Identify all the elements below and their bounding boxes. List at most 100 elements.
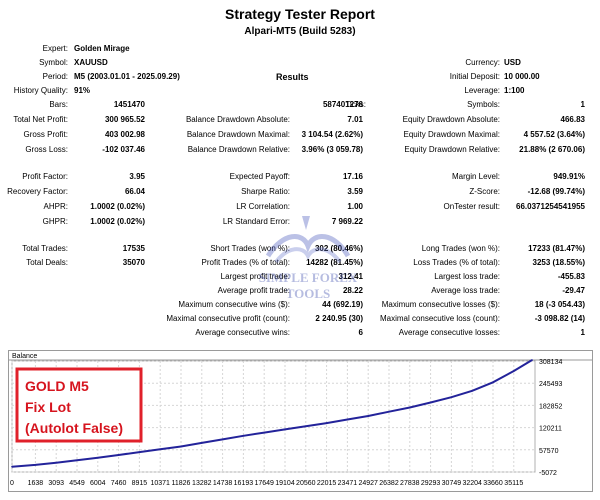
stat-label: OnTester result: [443,202,500,211]
stat-label: Loss Trades (% of total): [413,258,500,267]
balance-point [159,448,161,451]
x-tick-label: 16193 [234,480,254,487]
stat-value: 4 557.52 (3.64%) [523,130,585,139]
balance-point [55,461,57,464]
currency-label: Currency: [465,58,500,67]
x-tick-label: 32204 [462,480,482,487]
annotation-box [15,367,143,443]
annotation-line: (Autolot False) [25,420,123,436]
x-tick-label: 22015 [317,480,337,487]
balance-point [263,431,265,434]
leverage-label: Leverage: [464,86,500,95]
x-tick-label: 35115 [504,480,523,487]
stat-value: 35070 [122,258,145,267]
stat-value: 17.16 [342,172,363,181]
x-tick-label: 29293 [421,480,441,487]
stat-label: Average profit trade: [217,286,290,295]
balance-point [471,390,473,392]
stat-label: Equity Drawdown Relative: [404,145,500,154]
stat-value: -29.47 [562,286,585,295]
stat-label: Largest loss trade: [434,272,500,281]
stat-value: 28.22 [342,286,363,295]
balance-point [304,425,307,428]
x-tick-label: 3093 [48,480,64,487]
stat-label: Average loss trade: [431,286,500,295]
stat-label: Balance Drawdown Maximal: [186,130,290,139]
stat-value: 17233 (81.47%) [528,244,585,253]
stat-value: 1 [580,328,585,337]
stat-value: 66.0371254541955 [516,202,585,211]
stat-label: Maximum consecutive wins ($): [178,300,290,309]
annotation-line: Fix Lot [25,399,71,415]
balance-point [408,406,411,409]
stat-label: LR Standard Error: [222,217,290,226]
stat-label: Maximal consecutive profit (count): [166,314,290,323]
report-title: Strategy Tester Report [225,6,375,22]
stat-label: Total Trades: [22,244,68,253]
stat-value: 1.0002 (0.02%) [90,202,145,211]
stat-label: Symbols: [467,100,500,109]
stat-value: 466.83 [560,115,585,124]
stat-label: Balance Drawdown Relative: [187,145,290,154]
x-tick-label: 13282 [192,480,212,487]
x-tick-label: 20560 [296,480,316,487]
balance-point [367,415,369,417]
y-tick-label: 57570 [539,448,559,455]
stat-value: 312.41 [338,272,363,281]
expert-label: Expert: [42,44,68,53]
stat-label: Equity Drawdown Absolute: [402,115,500,124]
stat-value: 1.00 [347,202,363,211]
stat-value: 18 (-3 054.43) [534,300,585,309]
y-tick-label: 308134 [539,359,562,366]
stat-value: 44 (692.19) [322,300,363,309]
leverage-value: 1:100 [504,86,525,95]
x-tick-label: 17649 [254,480,274,487]
stat-label: Balance Drawdown Absolute: [185,115,290,124]
balance-point [512,370,515,372]
stat-label: Profit Factor: [22,172,68,181]
stat-value: 1451470 [113,100,145,109]
expert-value: Golden Mirage [74,44,130,53]
balance-point [34,464,37,466]
stat-label: Ticks: [345,100,366,109]
stat-label: Long Trades (won %): [421,244,500,253]
balance-chart: Balance 308134 245493 182852 120211 57570 -507… [8,350,593,492]
stat-label: Margin Level: [451,172,500,181]
stat-label: Total Deals: [26,258,68,267]
stat-value: 3.59 [347,187,363,196]
balance-point [450,396,453,398]
watermark-line2: TOOLS [286,286,331,301]
stat-label: AHPR: [43,202,68,211]
symbol-label: Symbol: [39,58,68,67]
balance-chart-svg: Balance 308134 245493 182852 120211 57570 -507… [8,350,593,492]
stat-label: Average consecutive wins: [195,328,290,337]
balance-point [492,381,494,384]
stat-value: -12.68 (99.74%) [527,187,585,196]
stat-value: 17535 [122,244,145,253]
y-tick-label: 182852 [539,403,562,410]
stat-value: 1 [580,100,585,109]
chart-title: Balance [12,353,37,360]
currency-value: USD [504,58,521,67]
stat-value: 3253 (18.55%) [532,258,585,267]
stat-label: Profit Trades (% of total): [201,258,290,267]
stat-value: -455.83 [557,272,585,281]
x-tick-label: 24927 [358,480,378,487]
stat-label: Maximum consecutive losses ($): [381,300,500,309]
stat-value: 3 104.54 (2.62%) [301,130,363,139]
stat-label: GHPR: [42,217,68,226]
stat-value: 3.95 [129,172,145,181]
stat-label: Sharpe Ratio: [241,187,290,196]
balance-point [531,359,533,361]
balance-line [11,359,533,468]
period-value: M5 (2003.01.01 - 2025.09.29) [74,72,180,81]
stat-label: Total Net Profit: [13,115,68,124]
balance-point [11,465,13,468]
x-tick-label: 4549 [69,480,85,487]
stat-label: Short Trades (won %): [210,244,290,253]
stat-value: 21.88% (2 670.06) [519,145,585,154]
symbol-value: XAUUSD [74,58,108,67]
x-tick-label: 11826 [172,480,191,487]
stat-value: 6 [358,328,363,337]
stat-label: Recovery Factor: [7,187,68,196]
